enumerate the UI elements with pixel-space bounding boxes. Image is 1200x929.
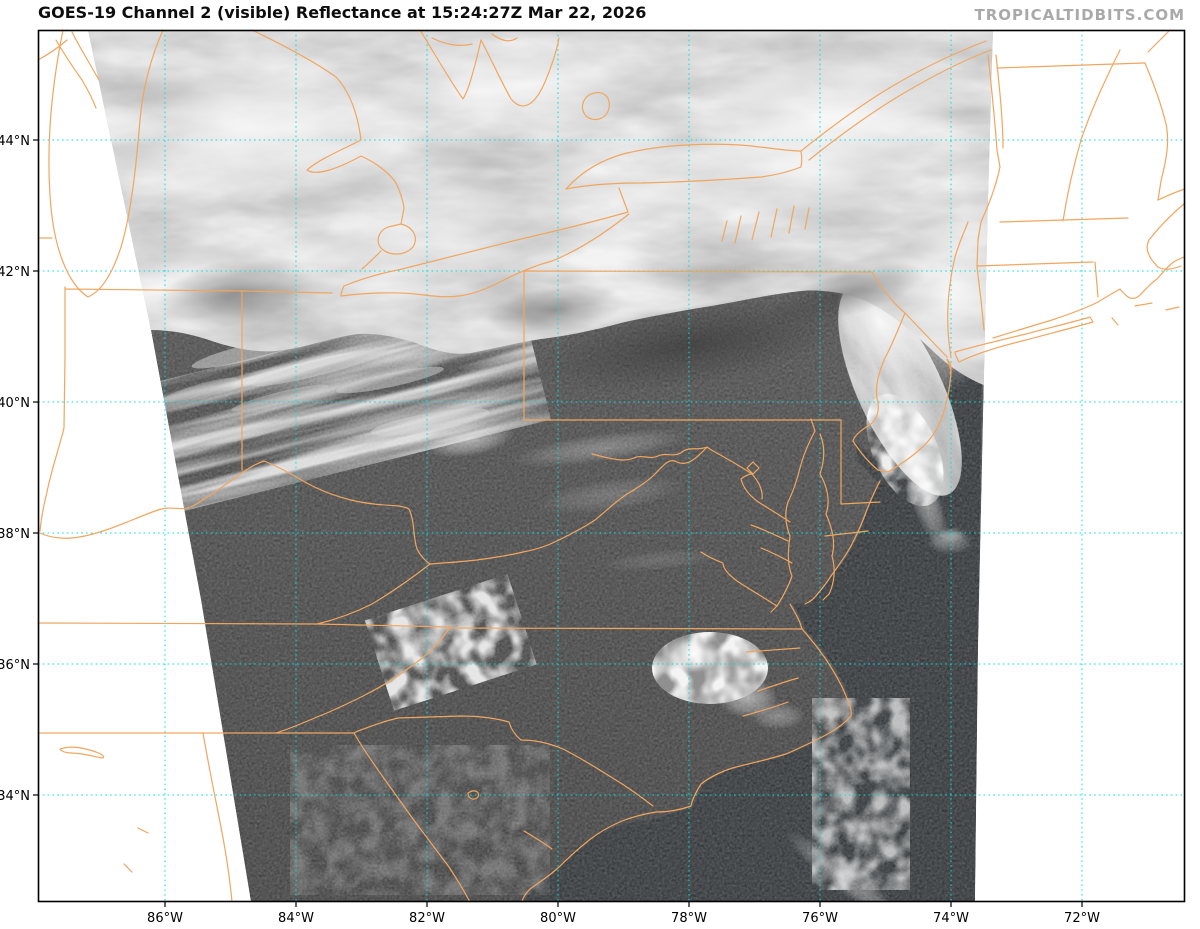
lon-label: 80°W (540, 911, 576, 926)
nodata-east (975, 30, 1185, 902)
lat-label: 34°N (0, 789, 30, 804)
canada-border (800, 29, 1171, 201)
state-boundaries (37, 237, 948, 903)
atlantic-coastline (521, 271, 952, 903)
lat-label: 42°N (0, 265, 30, 280)
small-lakes (59, 746, 553, 873)
cloud-deck-north (88, 30, 993, 395)
lat-label: 36°N (0, 658, 30, 673)
lon-label: 74°W (933, 911, 969, 926)
cloud-patch-pamlico (652, 632, 806, 730)
chesapeake-delaware-bays (700, 418, 835, 613)
nodata-west (38, 30, 251, 902)
page-title: GOES-19 Channel 2 (visible) Reflectance … (38, 3, 647, 22)
lon-label: 72°W (1064, 911, 1100, 926)
lat-label: 38°N (0, 527, 30, 542)
new-england-outline (947, 49, 1186, 363)
axis-ticks (33, 139, 1083, 907)
lat-label: 44°N (0, 134, 30, 149)
satellite-image (88, 30, 993, 902)
lon-label: 82°W (409, 911, 445, 926)
watermark: TROPICALTIDBITS.COM (974, 6, 1185, 24)
great-lakes-outline (37, 29, 803, 298)
x-axis-labels: 86°W 84°W 82°W 80°W 78°W 76°W 74°W 72°W (147, 911, 1100, 926)
lat-label: 40°N (0, 396, 30, 411)
lon-label: 78°W (671, 911, 707, 926)
finger-lakes (721, 205, 810, 244)
y-axis-labels: 44°N 42°N 40°N 38°N 36°N 34°N (0, 134, 30, 804)
plot-border (37, 29, 1186, 903)
lon-label: 84°W (278, 911, 314, 926)
lon-label: 76°W (802, 911, 838, 926)
cumulus-tennessee (364, 574, 537, 711)
gridlines (38, 30, 1185, 902)
lon-label: 86°W (147, 911, 183, 926)
